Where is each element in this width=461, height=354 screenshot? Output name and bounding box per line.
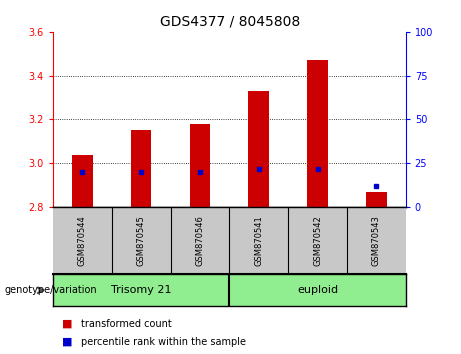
Text: GSM870542: GSM870542: [313, 215, 322, 266]
Bar: [248, 91, 269, 207]
Bar: [72, 154, 93, 207]
Text: genotype/variation: genotype/variation: [5, 285, 97, 295]
Text: GSM870545: GSM870545: [136, 215, 146, 266]
Text: ■: ■: [62, 337, 73, 347]
Text: percentile rank within the sample: percentile rank within the sample: [81, 337, 246, 347]
Text: GSM870544: GSM870544: [78, 215, 87, 266]
Text: GDS4377 / 8045808: GDS4377 / 8045808: [160, 14, 301, 28]
Text: GSM870541: GSM870541: [254, 215, 263, 266]
Text: GSM870543: GSM870543: [372, 215, 381, 266]
Text: Trisomy 21: Trisomy 21: [111, 285, 171, 295]
Bar: [189, 124, 210, 207]
Text: euploid: euploid: [297, 285, 338, 295]
Text: transformed count: transformed count: [81, 319, 171, 329]
Text: GSM870546: GSM870546: [195, 215, 205, 266]
Bar: [131, 130, 152, 207]
Bar: [366, 192, 387, 207]
Text: ■: ■: [62, 319, 73, 329]
Bar: [307, 60, 328, 207]
